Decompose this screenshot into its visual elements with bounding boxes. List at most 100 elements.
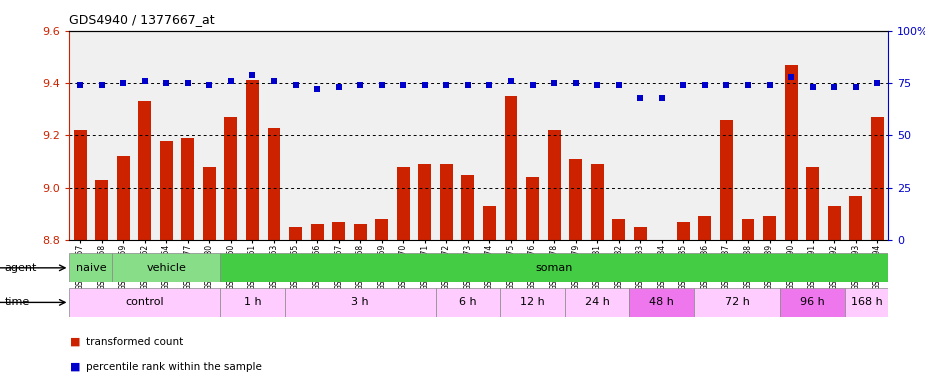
Bar bbox=[74, 130, 87, 240]
Bar bbox=[655, 240, 668, 285]
Point bbox=[138, 78, 153, 84]
Bar bbox=[267, 127, 280, 240]
Bar bbox=[117, 156, 130, 240]
Bar bbox=[203, 167, 216, 240]
Bar bbox=[440, 164, 453, 240]
Point bbox=[719, 82, 734, 88]
Bar bbox=[69, 288, 220, 317]
Bar bbox=[781, 288, 845, 317]
Bar bbox=[569, 159, 582, 240]
Bar bbox=[225, 117, 238, 240]
Point bbox=[245, 71, 260, 78]
Text: soman: soman bbox=[536, 263, 573, 273]
Point bbox=[461, 82, 475, 88]
Point bbox=[180, 80, 195, 86]
Bar bbox=[784, 65, 797, 240]
Bar bbox=[849, 195, 862, 240]
Point bbox=[870, 80, 884, 86]
Bar bbox=[418, 164, 431, 240]
Point bbox=[676, 82, 691, 88]
Text: GDS4940 / 1377667_at: GDS4940 / 1377667_at bbox=[69, 13, 215, 26]
Point bbox=[266, 78, 281, 84]
Point bbox=[439, 82, 454, 88]
Bar bbox=[220, 288, 285, 317]
Point bbox=[525, 82, 540, 88]
Text: ■: ■ bbox=[70, 362, 80, 372]
Text: 96 h: 96 h bbox=[800, 297, 825, 308]
Bar bbox=[504, 96, 517, 240]
Bar bbox=[69, 253, 113, 282]
Text: 3 h: 3 h bbox=[352, 297, 369, 308]
Point bbox=[762, 82, 777, 88]
Point bbox=[611, 82, 626, 88]
Point bbox=[224, 78, 239, 84]
Point bbox=[73, 82, 88, 88]
Bar bbox=[311, 224, 324, 240]
Point bbox=[289, 82, 303, 88]
Point bbox=[633, 94, 648, 101]
Bar bbox=[591, 164, 604, 240]
Point bbox=[827, 84, 842, 90]
Text: time: time bbox=[5, 297, 30, 308]
Point bbox=[741, 82, 756, 88]
Text: transformed count: transformed count bbox=[86, 337, 183, 347]
Point bbox=[396, 82, 411, 88]
Bar bbox=[634, 227, 647, 240]
Point bbox=[94, 82, 109, 88]
Point bbox=[116, 80, 130, 86]
Bar bbox=[548, 130, 561, 240]
Bar bbox=[565, 288, 630, 317]
Bar bbox=[246, 80, 259, 240]
Bar bbox=[113, 253, 220, 282]
Point bbox=[482, 82, 497, 88]
Point bbox=[547, 80, 561, 86]
Text: ■: ■ bbox=[70, 337, 80, 347]
Bar bbox=[694, 288, 781, 317]
Bar bbox=[720, 120, 733, 240]
Text: 24 h: 24 h bbox=[585, 297, 610, 308]
Point bbox=[590, 82, 605, 88]
Bar bbox=[376, 219, 388, 240]
Point bbox=[202, 82, 216, 88]
Text: 168 h: 168 h bbox=[851, 297, 882, 308]
Bar bbox=[828, 206, 841, 240]
Bar bbox=[285, 288, 436, 317]
Point bbox=[697, 82, 712, 88]
Text: percentile rank within the sample: percentile rank within the sample bbox=[86, 362, 262, 372]
Text: naive: naive bbox=[76, 263, 106, 273]
Bar bbox=[845, 288, 888, 317]
Bar bbox=[436, 288, 500, 317]
Bar bbox=[332, 222, 345, 240]
Bar bbox=[483, 206, 496, 240]
Bar bbox=[220, 253, 888, 282]
Bar bbox=[160, 141, 173, 240]
Point bbox=[568, 80, 583, 86]
Point bbox=[654, 94, 669, 101]
Text: control: control bbox=[126, 297, 164, 308]
Text: 6 h: 6 h bbox=[459, 297, 476, 308]
Bar bbox=[807, 167, 819, 240]
Bar bbox=[526, 177, 539, 240]
Bar bbox=[462, 175, 475, 240]
Point bbox=[159, 80, 174, 86]
Bar bbox=[95, 180, 108, 240]
Bar bbox=[763, 217, 776, 240]
Bar bbox=[181, 138, 194, 240]
Bar bbox=[500, 288, 565, 317]
Point bbox=[331, 84, 346, 90]
Point bbox=[352, 82, 367, 88]
Text: 72 h: 72 h bbox=[725, 297, 749, 308]
Point bbox=[503, 78, 518, 84]
Point bbox=[783, 74, 798, 80]
Bar bbox=[630, 288, 694, 317]
Bar bbox=[612, 219, 625, 240]
Point bbox=[310, 86, 325, 93]
Text: vehicle: vehicle bbox=[146, 263, 186, 273]
Bar bbox=[677, 222, 690, 240]
Text: 12 h: 12 h bbox=[520, 297, 545, 308]
Text: agent: agent bbox=[5, 263, 37, 273]
Point bbox=[417, 82, 432, 88]
Bar bbox=[139, 101, 152, 240]
Point bbox=[375, 82, 389, 88]
Point bbox=[805, 84, 820, 90]
